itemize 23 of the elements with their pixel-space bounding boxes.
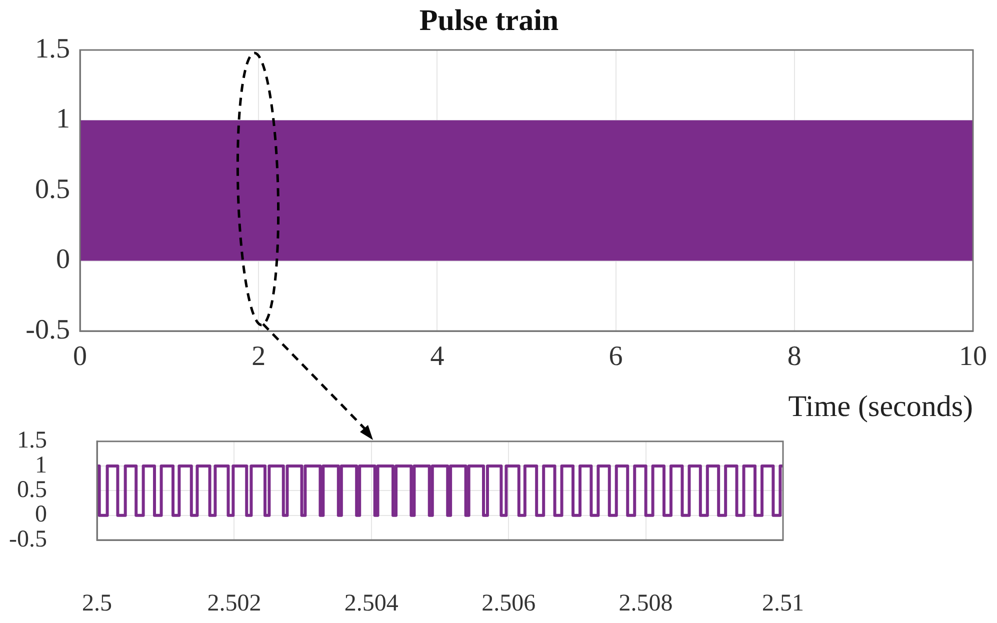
x-tick-label: 2.506 xyxy=(482,590,536,617)
y-tick-label: 1.5 xyxy=(17,428,47,454)
y-tick-label: -0.5 xyxy=(9,526,47,552)
x-tick-label: 10 xyxy=(959,341,987,372)
y-tick-label: 0.5 xyxy=(35,174,70,205)
y-tick-label: -0.5 xyxy=(26,314,70,346)
x-axis-title: Time (seconds) xyxy=(788,390,973,423)
x-tick-label: 2 xyxy=(252,341,266,372)
y-tick-label: 0 xyxy=(35,502,47,528)
x-tick-label: 8 xyxy=(787,341,802,372)
chart-title: Pulse train xyxy=(419,4,559,37)
x-tick-label: 4 xyxy=(430,341,444,372)
y-tick-label: 1 xyxy=(35,452,47,478)
x-tick-label: 2.508 xyxy=(618,590,673,617)
y-tick-label: 1.5 xyxy=(35,33,70,64)
x-tick-label: 2.504 xyxy=(344,590,398,617)
x-tick-label: 2.51 xyxy=(762,590,804,617)
x-tick-label: 2.5 xyxy=(82,590,112,617)
x-tick-label: 6 xyxy=(608,341,623,372)
x-tick-label: 2.502 xyxy=(207,590,262,617)
y-tick-label: 0 xyxy=(56,244,70,276)
y-tick-label: 0.5 xyxy=(17,476,47,503)
y-tick-label: 1 xyxy=(56,104,70,135)
